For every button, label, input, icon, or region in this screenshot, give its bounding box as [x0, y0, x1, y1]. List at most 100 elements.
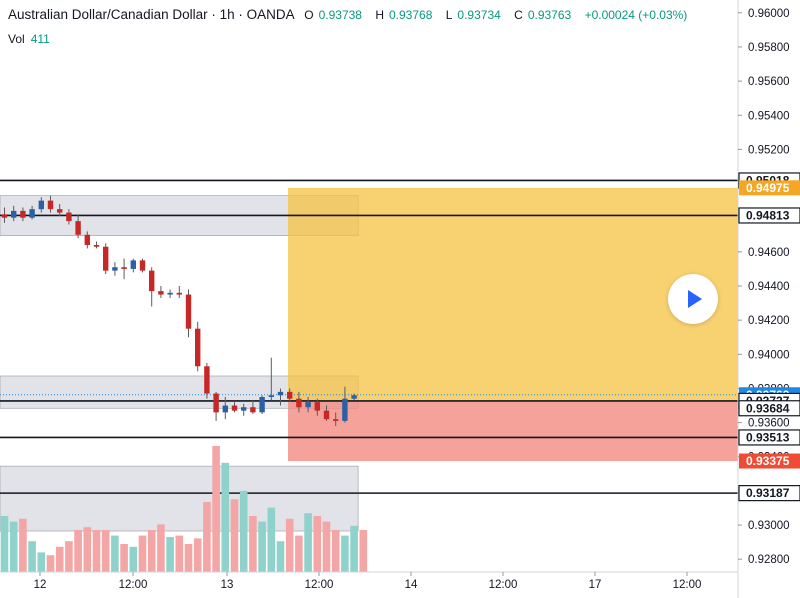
price-label: 0.93684 — [746, 401, 790, 415]
candle-body — [130, 260, 136, 269]
candle-body — [1, 214, 8, 218]
volume-bar — [138, 535, 147, 572]
volume-bar — [295, 535, 303, 572]
price-tick-label: 0.96000 — [748, 8, 790, 20]
volume-bar — [203, 502, 211, 572]
candle-body — [342, 398, 348, 421]
volume-bar — [193, 538, 202, 572]
time-tick-label: 12 — [34, 579, 47, 591]
price-label-box — [739, 180, 800, 196]
price-tick-label: 0.94000 — [748, 349, 790, 361]
volume-bar — [74, 530, 82, 572]
volume-bar — [0, 516, 9, 572]
volume-bar — [101, 530, 110, 572]
candle-body — [222, 405, 228, 413]
candle-body — [139, 260, 146, 271]
volume-bar — [184, 544, 193, 572]
volume-legend: Vol 411 — [8, 32, 50, 46]
volume-bar — [9, 521, 18, 572]
candle-body — [305, 402, 311, 408]
candle-body — [351, 395, 357, 399]
candle-body — [185, 294, 192, 329]
volume-bar — [28, 541, 36, 572]
volume-bar — [230, 499, 239, 572]
candle-body — [241, 407, 247, 411]
volume-bar — [92, 530, 101, 572]
time-tick-label: 12:00 — [489, 579, 518, 591]
volume-bar — [258, 521, 266, 572]
price-label: 0.93513 — [746, 430, 790, 444]
change-value: +0.00024 (+0.03%) — [584, 8, 688, 22]
volume-bar — [267, 507, 276, 572]
volume-bar — [111, 535, 119, 572]
candle-body — [204, 366, 210, 394]
candle-body — [213, 393, 219, 413]
symbol-title[interactable]: Australian Dollar/Canadian Dollar · 1h ·… — [8, 7, 295, 22]
volume-bar — [276, 541, 285, 572]
candle-body — [158, 291, 164, 295]
volume-bar — [285, 518, 294, 572]
price-label-box — [738, 429, 800, 446]
candle-body — [121, 267, 127, 269]
candle-body — [323, 410, 330, 420]
volume-bar — [37, 552, 46, 572]
time-tick-label: 13 — [221, 579, 234, 591]
volume-bar — [221, 462, 230, 572]
price-tick-label: 0.94600 — [748, 247, 790, 259]
candle-body — [84, 234, 90, 246]
candle-body — [277, 391, 284, 396]
volume-bar — [46, 555, 55, 572]
ohlc-readout: O 0.93738 H 0.93768 L 0.93734 C 0.93763 +0.0… — [304, 8, 692, 22]
candle-body — [333, 419, 339, 421]
volume-bar — [166, 537, 174, 572]
candle-body — [66, 212, 72, 222]
candle-body — [250, 407, 256, 413]
candle-body — [93, 245, 100, 247]
price-tick-label: 0.93600 — [748, 418, 790, 430]
volume-bar — [147, 530, 156, 572]
symbol-header: Australian Dollar/Canadian Dollar · 1h ·… — [8, 7, 692, 22]
volume-bar — [249, 516, 257, 572]
price-tick-label: 0.95800 — [748, 42, 790, 54]
time-tick-label: 12:00 — [119, 579, 148, 591]
price-label-box — [738, 207, 800, 224]
volume-bar — [239, 490, 248, 572]
price-tick-label: 0.93000 — [748, 520, 790, 532]
candle-body — [231, 405, 238, 411]
price-label: 0.94975 — [746, 181, 790, 195]
candle-body — [149, 270, 155, 292]
play-button[interactable] — [668, 274, 718, 324]
low-label: L — [445, 8, 453, 22]
open-label: O — [304, 8, 314, 22]
volume-bar — [129, 546, 138, 572]
volume-bar — [350, 525, 358, 572]
candle-body — [57, 209, 63, 213]
price-tick-label: 0.95200 — [748, 144, 790, 156]
candle-body — [103, 246, 109, 271]
close-label: C — [514, 8, 523, 22]
candle-body — [112, 267, 118, 271]
time-tick-label: 17 — [589, 579, 602, 591]
time-tick-label: 12:00 — [305, 579, 334, 591]
volume-bar — [331, 530, 340, 572]
candle-body — [296, 398, 302, 408]
candle-body — [11, 210, 17, 218]
candle-body — [167, 292, 173, 295]
high-value: 0.93768 — [389, 8, 433, 22]
price-label: 0.93375 — [746, 454, 790, 468]
candle-body — [38, 200, 44, 210]
candle-body — [287, 391, 293, 399]
candle-body — [268, 395, 274, 397]
price-label-box — [739, 453, 800, 469]
close-value: 0.93763 — [527, 8, 572, 22]
price-axis-bg — [738, 0, 800, 598]
stop-zone — [288, 400, 738, 462]
volume-bar — [322, 521, 331, 572]
candle-body — [195, 328, 201, 367]
price-tick-label: 0.94400 — [748, 281, 790, 293]
candle-body — [259, 396, 265, 413]
volume-bar — [313, 516, 322, 572]
volume-bar — [19, 518, 27, 572]
candle-body — [176, 292, 182, 295]
